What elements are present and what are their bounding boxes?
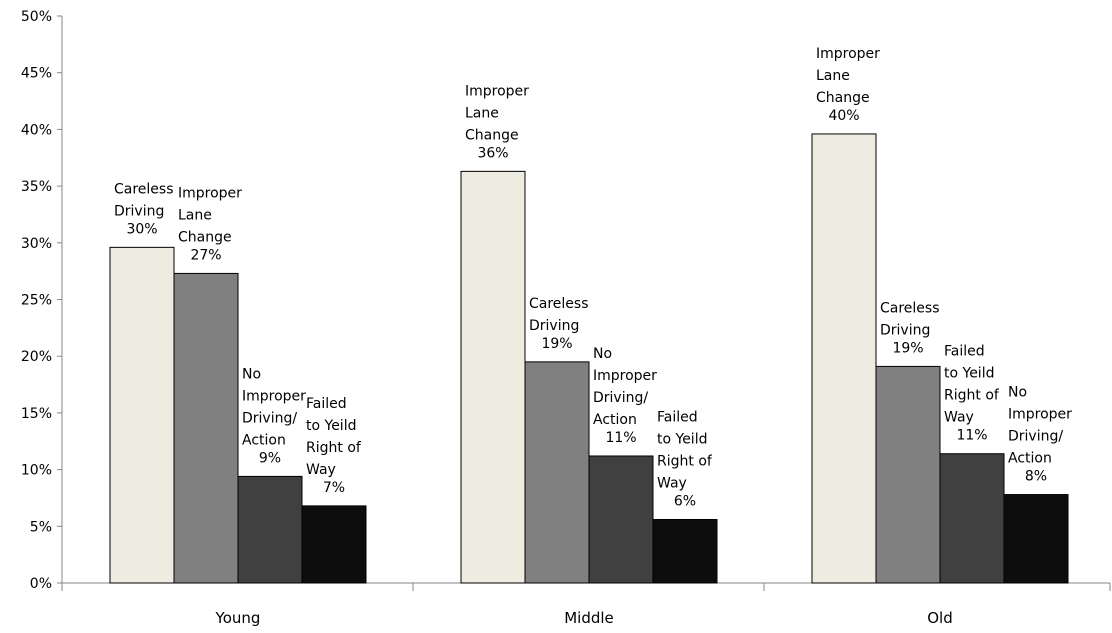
bar-category-label-line: Driving/ [242, 410, 297, 426]
data-label: 30% [126, 221, 157, 237]
bar-category-label-line: No [1008, 385, 1027, 401]
bar-category-label-line: Improper [178, 185, 242, 201]
bar-category-label: Failed to Yeild Right of Way [944, 344, 1000, 426]
bar [173, 272, 239, 584]
bar-category-label-line: No [242, 366, 261, 382]
bar-category-label: Improper Lane Change [465, 83, 529, 143]
bar-category-label: Careless Driving [880, 300, 940, 338]
x-category-label: Middle [564, 609, 614, 627]
bar-category-label-line: Action [242, 432, 286, 448]
bar-category-label-line: No [593, 346, 612, 362]
bar [811, 133, 877, 584]
bar-category-label-line: Right of [306, 440, 362, 456]
data-label: 40% [828, 108, 859, 124]
data-label: 7% [323, 480, 345, 496]
bar-category-label-line: Way [944, 410, 974, 426]
x-category-label: Young [215, 609, 261, 627]
bar-category-label-line: Driving/ [1008, 429, 1063, 445]
bar-category-label-line: Failed [306, 396, 347, 412]
data-label: 6% [674, 493, 696, 509]
y-tick-label: 30% [21, 236, 52, 252]
bar-category-label-line: Driving/ [593, 390, 648, 406]
bar-category-label-line: to Yeild [306, 418, 356, 434]
bar-category-label-line: Improper [816, 46, 880, 62]
y-tick-label: 10% [21, 463, 52, 479]
bar-category-label-line: Right of [657, 453, 713, 469]
bar-category-label-line: Careless [114, 181, 174, 197]
bar-category-label-line: Action [593, 412, 637, 428]
bar [109, 246, 175, 584]
data-label: 27% [190, 247, 221, 263]
data-label: 11% [956, 428, 987, 444]
bar-category-label-line: Careless [880, 300, 940, 316]
y-tick-label: 15% [21, 406, 52, 422]
data-label: 9% [259, 450, 281, 466]
data-label: 11% [605, 430, 636, 446]
bar [875, 365, 941, 584]
bar-category-label-line: Action [1008, 451, 1052, 467]
bar-category-label: No Improper Driving/Action [593, 346, 657, 428]
bar-category-label-line: Careless [529, 296, 589, 312]
bar-category-label-line: to Yeild [944, 366, 994, 382]
bar-category-label: Careless Driving [114, 181, 174, 219]
y-tick-label: 20% [21, 349, 52, 365]
bar-category-label-line: Way [306, 462, 336, 478]
bar-category-label-line: Driving [880, 322, 930, 338]
bar [652, 518, 718, 584]
bar-category-label: Improper Lane Change [816, 46, 880, 106]
bar [588, 455, 654, 584]
bar-category-label-line: Right of [944, 388, 1000, 404]
y-tick-label: 50% [21, 9, 52, 25]
bar-category-label-line: Improper [242, 388, 306, 404]
bar-category-label-line: to Yeild [657, 431, 707, 447]
bar-category-label-line: Lane [178, 207, 212, 223]
bar-category-label: Failed to Yeild Right of Way [306, 396, 362, 478]
bar [460, 170, 526, 584]
y-tick-label: 45% [21, 66, 52, 82]
bar-category-label: No Improper Driving/Action [1008, 385, 1072, 467]
y-tick-label: 0% [30, 576, 52, 592]
bar-category-label: No Improper Driving/Action [242, 366, 306, 448]
bar-category-label-line: Way [657, 475, 687, 491]
data-label: 19% [541, 336, 572, 352]
bar-category-label-line: Improper [1008, 407, 1072, 423]
bar-category-label-line: Lane [816, 68, 850, 84]
data-label: 8% [1025, 469, 1047, 485]
bar-category-label-line: Lane [465, 105, 499, 121]
bar-category-label-line: Improper [465, 83, 529, 99]
bar [939, 453, 1005, 584]
data-label: 19% [892, 340, 923, 356]
bar-category-label-line: Improper [593, 368, 657, 384]
bar-category-label-line: Change [178, 229, 232, 245]
bar-category-label: Careless Driving [529, 296, 589, 334]
bar-category-label-line: Failed [657, 409, 698, 425]
y-tick-label: 35% [21, 179, 52, 195]
bar-category-label-line: Driving [529, 318, 579, 334]
bar-category-label-line: Change [816, 90, 870, 106]
bar-category-label-line: Failed [944, 344, 985, 360]
y-tick-label: 25% [21, 293, 52, 309]
bar [301, 505, 367, 584]
bar [524, 361, 590, 584]
bar-category-label: Improper Lane Change [178, 185, 242, 245]
data-label: 36% [477, 145, 508, 161]
y-tick-label: 5% [30, 519, 52, 535]
y-tick-label: 40% [21, 122, 52, 138]
x-category-label: Old [927, 609, 953, 627]
bar-category-label: Failed to Yeild Right of Way [657, 409, 713, 491]
bar-category-label-line: Change [465, 127, 519, 143]
bar [1003, 494, 1069, 584]
bar-category-label-line: Driving [114, 203, 164, 219]
bar [237, 475, 303, 584]
